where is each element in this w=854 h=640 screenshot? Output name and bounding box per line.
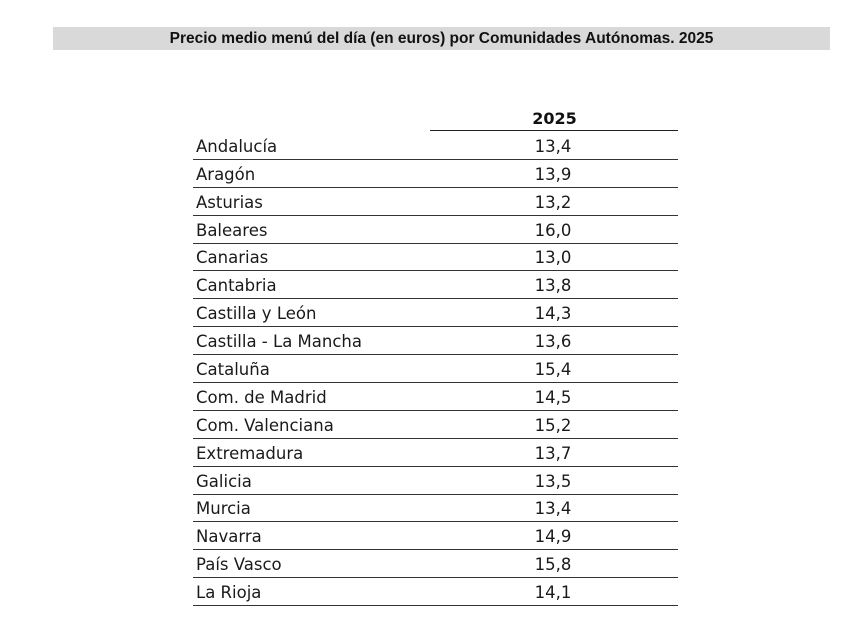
price-value: 15,2	[534, 415, 572, 435]
price-value: 13,8	[534, 276, 572, 296]
table-row: Navarra 14,9	[193, 522, 678, 551]
price-value: 13,2	[534, 192, 572, 212]
table-row: Murcia 13,4	[193, 495, 678, 523]
region-name: Baleares	[196, 220, 268, 240]
region-name: Navarra	[196, 527, 262, 547]
table-row: Canarias 13,0	[193, 244, 678, 272]
table-row: Com. de Madrid 14,5	[193, 383, 678, 411]
region-name: Extremadura	[196, 443, 304, 463]
price-table: 2025 Andalucía 13,4 Aragón 13,9 Asturias 13…	[193, 104, 678, 607]
table-header-row: 2025	[193, 104, 678, 132]
region-name: Cantabria	[196, 276, 277, 296]
table-row: Cataluña 15,4	[193, 355, 678, 384]
table-row: Aragón 13,9	[193, 160, 678, 188]
column-header-year: 2025	[430, 104, 678, 131]
table-row: Castilla y León 14,3	[193, 299, 678, 328]
table-row: Galicia 13,5	[193, 467, 678, 495]
price-value: 14,3	[534, 304, 572, 324]
table-row: Asturias 13,2	[193, 188, 678, 216]
table-row: Castilla - La Mancha 13,6	[193, 327, 678, 356]
region-name: Galicia	[196, 471, 252, 491]
region-name: País Vasco	[196, 555, 282, 575]
price-value: 14,5	[534, 387, 572, 407]
region-name: Andalucía	[196, 136, 278, 156]
table-row: Com. Valenciana 15,2	[193, 411, 678, 439]
region-name: Castilla y León	[196, 304, 317, 324]
table-row: Andalucía 13,4	[193, 132, 678, 160]
region-name: Castilla - La Mancha	[196, 332, 362, 352]
price-value: 13,5	[534, 471, 572, 491]
price-value: 13,7	[534, 443, 572, 463]
region-name: Aragón	[196, 164, 256, 184]
region-name: Cataluña	[196, 360, 270, 380]
price-value: 15,4	[534, 360, 572, 380]
price-value: 13,4	[534, 136, 572, 156]
price-value: 13,9	[534, 164, 572, 184]
region-name: Canarias	[196, 248, 269, 268]
region-name: Asturias	[196, 192, 263, 212]
price-value: 14,1	[534, 583, 572, 603]
region-name: La Rioja	[196, 583, 262, 603]
region-name: Com. de Madrid	[196, 387, 327, 407]
price-value: 14,9	[534, 527, 572, 547]
page-title: Precio medio menú del día (en euros) por…	[169, 29, 714, 47]
price-value: 16,0	[534, 220, 572, 240]
table-body: Andalucía 13,4 Aragón 13,9 Asturias 13,2 Ba…	[193, 132, 678, 607]
table-row: Cantabria 13,8	[193, 271, 678, 300]
price-value: 13,0	[534, 248, 572, 268]
region-name: Murcia	[196, 499, 251, 519]
table-row: Extremadura 13,7	[193, 439, 678, 467]
title-banner: Precio medio menú del día (en euros) por…	[53, 27, 830, 50]
price-value: 13,4	[534, 499, 572, 519]
table-row: Baleares 16,0	[193, 216, 678, 244]
price-value: 13,6	[534, 332, 572, 352]
table-row: La Rioja 14,1	[193, 578, 678, 607]
price-value: 15,8	[534, 555, 572, 575]
region-name: Com. Valenciana	[196, 415, 334, 435]
table-row: País Vasco 15,8	[193, 550, 678, 579]
